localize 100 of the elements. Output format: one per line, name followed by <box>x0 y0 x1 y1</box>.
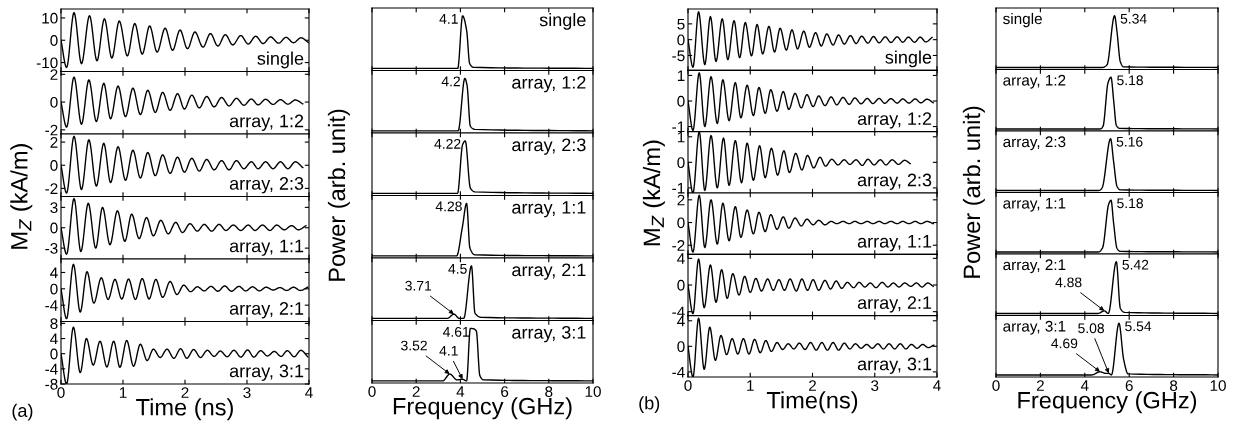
x-tick-label: 10 <box>585 386 601 397</box>
y-tick-label: 4 <box>50 267 58 279</box>
x-tick-label: 6 <box>501 386 509 397</box>
annotation: array, 1:2 <box>1003 74 1066 89</box>
annotation: 5.54 <box>1125 321 1152 332</box>
x-tick-label: 8 <box>1170 380 1178 391</box>
x-tick-label: 4 <box>933 380 941 391</box>
x-tick-label: 3 <box>243 387 251 398</box>
y-tick-label: 8 <box>50 318 58 330</box>
annotation: array, 2:1 <box>857 296 932 313</box>
y-tick-label: 0 <box>50 283 58 295</box>
x-tick-label: 10 <box>1210 380 1226 391</box>
x-axis-title: Frequency (GHz) <box>393 397 572 420</box>
annotation: array, 1:2 <box>512 75 586 93</box>
y-tick-label: 0 <box>50 348 58 360</box>
x-tick-label: 0 <box>368 386 376 397</box>
y-tick-label: 0 <box>677 157 685 169</box>
annotation: 5.42 <box>1122 259 1149 270</box>
y-tick-label: 2 <box>50 136 58 148</box>
annotation: single <box>539 13 586 30</box>
y-tick-label: 1 <box>677 131 685 143</box>
annotation: array, 2:3 <box>1003 136 1066 151</box>
annotation: 4.2 <box>441 76 460 87</box>
annotation: array, 1:1 <box>229 239 304 256</box>
y-tick-label: -4 <box>672 306 685 318</box>
y-tick-label: 0 <box>677 279 685 291</box>
x-tick-label: 1 <box>119 387 127 398</box>
y-tick-label: 0 <box>50 160 58 171</box>
x-tick-label: 0 <box>57 387 65 398</box>
annotation: array, 1:2 <box>857 112 932 129</box>
annotation: single <box>257 51 304 69</box>
x-tick-label: 3 <box>871 380 879 391</box>
x-axis-title: Frequency (GHz) <box>1018 391 1197 414</box>
annotation: array, 3:1 <box>857 357 932 374</box>
annotation: array, 1:1 <box>512 201 586 218</box>
annotation: single <box>1003 12 1042 28</box>
y-tick-label: 4 <box>677 315 685 327</box>
x-tick-label: 6 <box>1125 380 1133 391</box>
x-tick-label: 2 <box>412 386 420 397</box>
annotation: array, 3:1 <box>229 364 304 381</box>
x-tick-label: 2 <box>1036 380 1044 391</box>
y-tick-label: 0 <box>677 217 685 229</box>
y-axis-title: M$_{Z}$ (kA/m) <box>642 140 665 246</box>
annotation: 3.71 <box>405 280 432 291</box>
annotation: array, 2:3 <box>229 177 304 194</box>
x-tick-label: 1 <box>747 380 754 391</box>
x-tick-label: 0 <box>684 380 692 391</box>
y-tick-label: -4 <box>672 366 685 378</box>
annotation: array, 1:1 <box>1003 197 1066 212</box>
y-tick-label: -2 <box>672 240 685 251</box>
y-tick-label: 4 <box>50 333 58 345</box>
x-tick-label: 0 <box>992 380 1000 391</box>
y-axis-title: M$_{Z}$ (kA/m) <box>10 144 33 249</box>
y-tick-label: -2 <box>45 124 58 136</box>
y-tick-label: -3 <box>45 243 58 254</box>
y-tick-label: 2 <box>677 194 685 206</box>
annotation: array, 2:3 <box>512 138 586 155</box>
y-tick-label: 0 <box>677 34 685 46</box>
x-tick-label: 2 <box>181 387 189 398</box>
y-tick-label: 0 <box>50 35 58 46</box>
y-tick-label: 0 <box>677 341 685 353</box>
y-tick-label: -10 <box>36 57 58 69</box>
annotation: 4.5 <box>448 264 467 274</box>
text: (a) <box>12 403 33 421</box>
y-tick-label: -4 <box>45 363 58 375</box>
y-tick-label: 2 <box>50 69 58 80</box>
annotation: array, 2:1 <box>1003 259 1066 274</box>
y-tick-label: 4 <box>677 253 685 264</box>
y-tick-label: 0 <box>50 96 58 108</box>
annotation: 4.22 <box>434 138 461 149</box>
annotation: array, 1:1 <box>857 235 932 252</box>
y-axis-title: Power (arb. unit) <box>962 106 985 278</box>
y-tick-label: -5 <box>672 50 685 62</box>
annotation: 5.34 <box>1120 13 1147 24</box>
annotation: 4.1 <box>439 346 458 356</box>
annotation: array, 3:1 <box>512 325 586 343</box>
x-tick-label: 4 <box>1080 380 1089 391</box>
annotation: 4.1 <box>439 14 458 24</box>
y-tick-label: 1 <box>677 70 685 81</box>
text: (b) <box>639 396 660 414</box>
annotation: 5.16 <box>1116 136 1143 147</box>
annotation: array, 3:1 <box>1003 320 1066 335</box>
y-tick-label: -1 <box>672 121 685 133</box>
y-tick-label: -1 <box>672 182 685 194</box>
annotation: 5.18 <box>1117 198 1143 209</box>
x-tick-label: 8 <box>545 386 553 397</box>
y-tick-label: -8 <box>45 378 58 390</box>
x-axis-title: Time(ns) <box>766 391 858 414</box>
y-axis-title: Power (arb. unit) <box>327 109 350 281</box>
annotation: single <box>885 50 932 68</box>
annotation: 3.52 <box>401 340 427 351</box>
annotation: array, 2:1 <box>512 263 586 280</box>
y-tick-label: -4 <box>45 300 58 311</box>
annotation: array, 2:1 <box>229 302 304 319</box>
annotation: 4.88 <box>1055 277 1082 288</box>
annotation: 5.18 <box>1117 75 1143 86</box>
annotation: 4.28 <box>435 201 462 212</box>
y-tick-label: 3 <box>50 202 58 214</box>
x-tick-label: 2 <box>809 380 816 391</box>
x-tick-label: 4 <box>456 386 465 397</box>
